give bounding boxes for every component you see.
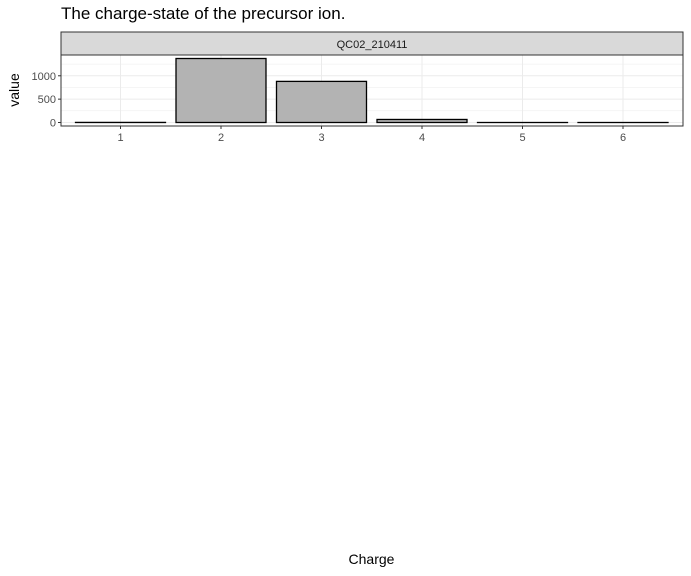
x-tick-label: 1 <box>117 132 123 144</box>
y-axis: 0 500 1000 <box>32 71 61 130</box>
facet-strip-label: QC02_210411 <box>337 39 408 51</box>
x-tick-label: 4 <box>419 132 425 144</box>
x-tick-label: 2 <box>218 132 224 144</box>
y-tick-label: 0 <box>50 118 56 130</box>
chart-title: The charge-state of the precursor ion. <box>61 4 346 23</box>
y-tick-label: 1000 <box>32 71 56 83</box>
plot-panel <box>61 55 683 126</box>
bars <box>74 57 669 124</box>
bar-charge-3 <box>275 80 368 124</box>
x-tick-label: 3 <box>318 132 324 144</box>
y-tick-label: 500 <box>38 94 56 106</box>
x-tick-label: 6 <box>620 132 626 144</box>
y-axis-label: value <box>6 73 22 107</box>
bar-charge-4 <box>376 118 468 124</box>
x-axis: 1 2 3 4 5 6 <box>117 126 626 144</box>
x-tick-label: 5 <box>519 132 525 144</box>
x-axis-label: Charge <box>348 551 395 567</box>
plot-panel-border <box>60 54 684 127</box>
bar-charge-2 <box>175 57 267 124</box>
